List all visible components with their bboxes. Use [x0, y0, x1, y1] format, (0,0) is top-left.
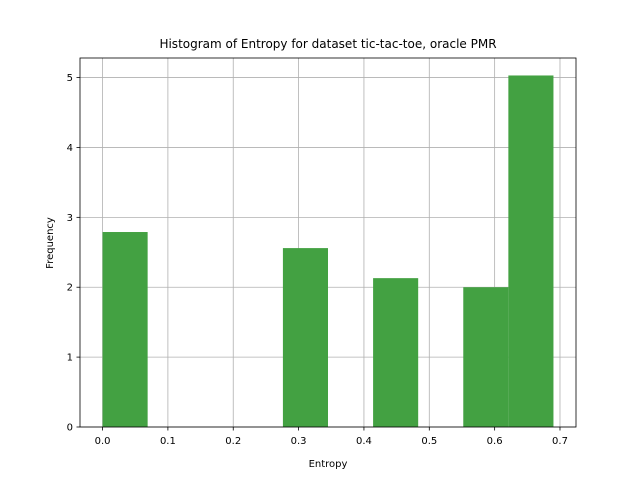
histogram-bar [102, 232, 148, 427]
y-tick-label: 1 [67, 353, 73, 364]
y-tick-label: 3 [67, 213, 73, 224]
histogram-bar [282, 248, 328, 427]
histogram-bar [463, 287, 509, 427]
y-tick-label: 2 [67, 283, 73, 294]
y-tick-label: 4 [67, 143, 73, 154]
y-axis-ticks: 0 1 2 3 4 5 [67, 73, 80, 434]
x-tick-label: 0.1 [160, 436, 176, 447]
y-axis-label: Frequency [45, 217, 56, 269]
x-tick-label: 0.4 [356, 436, 372, 447]
x-tick-label: 0.0 [95, 436, 111, 447]
x-tick-label: 0.5 [421, 436, 437, 447]
chart-title: Histogram of Entropy for dataset tic-tac… [159, 37, 496, 51]
x-tick-label: 0.3 [291, 436, 307, 447]
bars-group [102, 75, 554, 427]
histogram-bar [373, 278, 419, 427]
histogram-bar [508, 75, 554, 427]
x-axis-ticks: 0.0 0.1 0.2 0.3 0.4 0.5 0.6 0.7 [95, 427, 568, 447]
x-tick-label: 0.6 [487, 436, 503, 447]
plot-frame [79, 57, 577, 428]
y-tick-label: 5 [67, 73, 73, 84]
x-tick-label: 0.7 [552, 436, 568, 447]
y-tick-label: 0 [67, 423, 73, 434]
x-tick-label: 0.2 [225, 436, 241, 447]
x-axis-label: Entropy [309, 459, 348, 470]
